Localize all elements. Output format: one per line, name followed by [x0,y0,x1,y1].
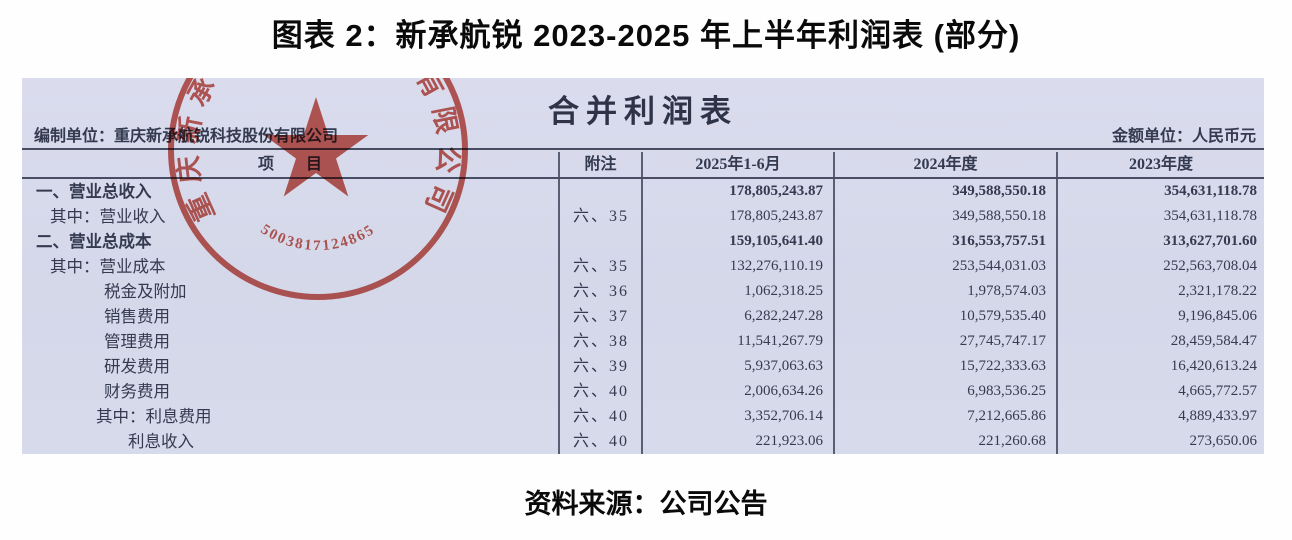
note-cell: 六、35 [560,204,643,229]
value-2024-cell: 253,544,031.03 [835,254,1058,279]
note-cell: 六、35 [560,254,643,279]
item-cell: 其中：营业成本 [22,254,560,279]
value-2025-cell: 3,352,706.14 [643,404,835,429]
value-2025-cell: 159,105,641.40 [643,229,835,254]
value-2025-cell: 178,805,243.87 [643,204,835,229]
table-row: 管理费用 六、38 11,541,267.79 27,745,747.17 28,459… [22,329,1264,354]
table-row: 税金及附加 六、36 1,062,318.25 1,978,574.03 2,321,1… [22,279,1264,304]
source-note: 资料来源：公司公告 [524,489,768,519]
value-2024-cell: 1,978,574.03 [835,279,1058,304]
note-cell: 六、37 [560,304,643,329]
value-2025-cell: 1,062,318.25 [643,279,835,304]
note-cell [560,179,643,204]
value-2025-cell: 11,541,267.79 [643,329,835,354]
value-2023-cell: 9,196,845.06 [1178,308,1257,324]
note-cell: 六、36 [560,279,643,304]
value-2024-cell: 7,212,665.86 [835,404,1058,429]
item-cell: 财务费用 [22,379,560,404]
value-2025-cell: 178,805,243.87 [643,179,835,204]
value-2023-cell: 354,631,118.78 [1163,208,1257,224]
value-2023-cell: 313,627,701.60 [1163,233,1257,249]
table-row: 一、营业总收入 178,805,243.87 349,588,550.18 354,6… [22,179,1264,204]
column-header-note: 附注 [560,152,643,177]
table-row: 其中：营业收入 六、35 178,805,243.87 349,588,550.18 3… [22,204,1264,229]
column-header-item: 项 目 [22,152,560,177]
item-cell: 二、营业总成本 [22,229,560,254]
report-title: 合并利润表 [548,94,738,129]
table-row: 研发费用 六、39 5,937,063.63 15,722,333.63 16,420,… [22,354,1264,379]
note-cell: 六、40 [560,429,643,454]
value-2023-cell: 4,665,772.57 [1178,383,1257,399]
note-cell: 六、39 [560,354,643,379]
table-row: 销售费用 六、37 6,282,247.28 10,579,535.40 9,196,8… [22,304,1264,329]
item-cell: 研发费用 [22,354,560,379]
item-cell: 其中：营业收入 [22,204,560,229]
value-2024-cell: 6,983,536.25 [835,379,1058,404]
table-row: 二、营业总成本 159,105,641.40 316,553,757.51 313,6… [22,229,1264,254]
value-2025-cell: 6,282,247.28 [643,304,835,329]
value-2024-cell: 15,722,333.63 [835,354,1058,379]
table-row: 其中：营业成本 六、35 132,276,110.19 253,544,031.03 2… [22,254,1264,279]
item-cell: 利息收入 [22,429,560,454]
item-cell: 其中：利息费用 [22,404,560,429]
figure-title: 图表 2：新承航锐 2023-2025 年上半年利润表 (部分) [271,18,1021,53]
value-2023-cell: 16,420,613.24 [1170,358,1257,374]
value-2025-cell: 2,006,634.26 [643,379,835,404]
item-cell: 销售费用 [22,304,560,329]
value-2024-cell: 221,260.68 [835,429,1058,454]
value-2023-cell: 2,321,178.22 [1178,283,1257,299]
note-cell: 六、40 [560,404,643,429]
table-body: 一、营业总收入 178,805,243.87 349,588,550.18 354,6… [22,179,1264,454]
income-statement-table: 合并利润表 编制单位：重庆新承航锐科技股份有限公司 金额单位：人民币元 项 目 … [22,78,1264,454]
value-2024-cell: 316,553,757.51 [835,229,1058,254]
item-cell: 管理费用 [22,329,560,354]
note-cell: 六、40 [560,379,643,404]
value-2023-cell: 252,563,708.04 [1163,258,1257,274]
value-2023-cell: 28,459,584.47 [1170,333,1257,349]
table-row: 财务费用 六、40 2,006,634.26 6,983,536.25 4,665,77… [22,379,1264,404]
value-2023-cell: 354,631,118.78 [1164,183,1257,199]
value-2024-cell: 27,745,747.17 [835,329,1058,354]
table-header-row: 项 目 附注 2025年1-6月 2024年度 2023年度 [22,152,1264,179]
unit-label: 金额单位：人民币元 [1111,128,1256,145]
table-row: 其中：利息费用 六、40 3,352,706.14 7,212,665.86 4,889… [22,404,1264,429]
value-2025-cell: 5,937,063.63 [643,354,835,379]
value-2024-cell: 349,588,550.18 [835,204,1058,229]
note-cell: 六、38 [560,329,643,354]
value-2023-cell: 273,650.06 [1189,433,1258,449]
table-row: 利息收入 六、40 221,923.06 221,260.68 273,650.06 [22,429,1264,454]
note-cell [560,229,643,254]
value-2025-cell: 221,923.06 [643,429,835,454]
column-header-2023: 2023年度 [1128,156,1193,173]
value-2024-cell: 349,588,550.18 [835,179,1058,204]
item-cell: 一、营业总收入 [22,179,560,204]
column-header-2025h1: 2025年1-6月 [643,152,835,177]
column-header-2024: 2024年度 [835,152,1058,177]
value-2023-cell: 4,889,433.97 [1178,408,1257,424]
value-2025-cell: 132,276,110.19 [643,254,835,279]
prepared-by-label: 编制单位：重庆新承航锐科技股份有限公司 [34,128,339,145]
item-cell: 税金及附加 [22,279,560,304]
table-meta-row: 编制单位：重庆新承航锐科技股份有限公司 金额单位：人民币元 [22,128,1264,150]
value-2024-cell: 10,579,535.40 [835,304,1058,329]
